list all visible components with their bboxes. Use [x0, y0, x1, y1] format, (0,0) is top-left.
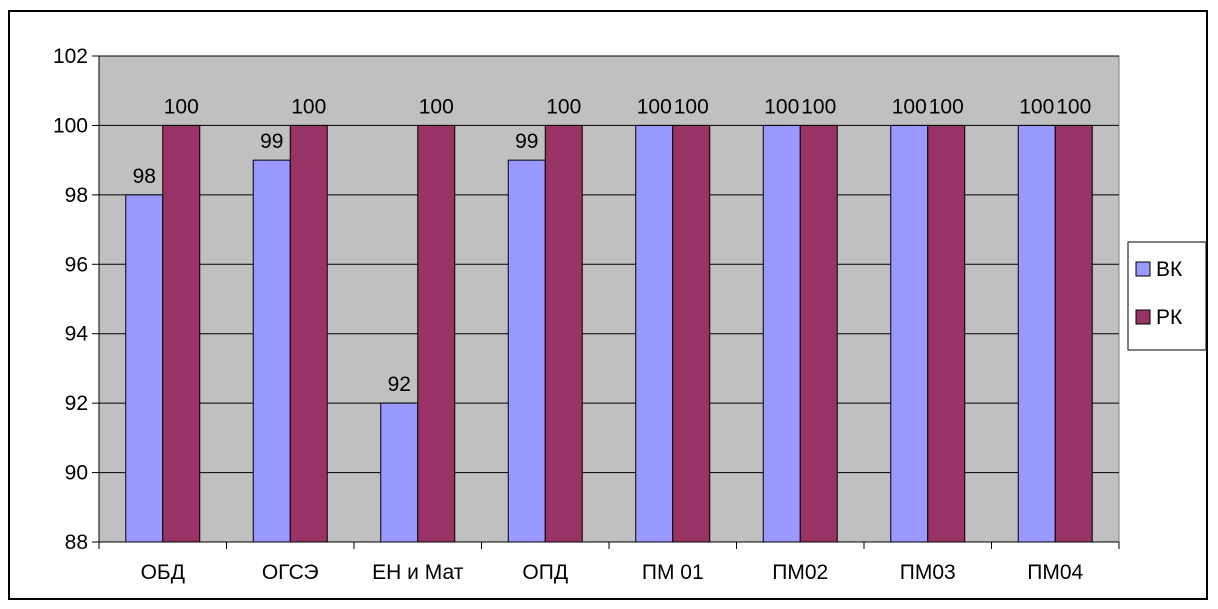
y-tick-label: 100 [53, 114, 88, 137]
data-label: 100 [929, 95, 964, 118]
data-label: 100 [291, 95, 326, 118]
plot-background [98, 55, 1120, 543]
plot-area: 88 90 92 94 96 98 100 102 98 100 ОБД 99 100 ОГСЭ 92 100… [53, 45, 1120, 584]
data-label: 92 [388, 373, 411, 396]
bar-РК-7 [1054, 124, 1093, 543]
y-tick-label: 92 [65, 392, 88, 415]
bar-ВК-5 [762, 124, 801, 543]
legend-label: ВК [1156, 258, 1183, 281]
y-tick-label: 88 [65, 531, 88, 554]
data-label: 100 [892, 95, 927, 118]
data-label: 98 [133, 165, 156, 188]
category-label: ОПД [522, 561, 568, 584]
data-label: 100 [1056, 95, 1091, 118]
bar-РК-2 [417, 124, 456, 543]
data-label: 100 [764, 95, 799, 118]
category-label: ПМ03 [900, 561, 956, 584]
bar-РК-3 [544, 124, 583, 543]
data-label: 100 [419, 95, 454, 118]
category-label: ЕН и Мат [372, 561, 464, 584]
category-label: ОГСЭ [262, 561, 319, 584]
data-label: 100 [164, 95, 199, 118]
y-tick-label: 96 [65, 253, 88, 276]
y-tick-label: 98 [65, 184, 88, 207]
y-tick-label: 90 [65, 462, 88, 485]
bar-ВК-1 [252, 159, 291, 543]
data-label: 99 [260, 130, 283, 153]
category-label: ПМ02 [772, 561, 828, 584]
data-label: 100 [546, 95, 581, 118]
legend-label: РК [1156, 306, 1183, 329]
legend-swatch-ВК [1135, 261, 1151, 277]
bar-ВК-0 [125, 194, 164, 543]
bar-ВК-7 [1017, 124, 1056, 543]
bar-РК-4 [672, 124, 711, 543]
y-tick-label: 94 [65, 323, 89, 346]
bar-РК-0 [162, 124, 201, 543]
data-label: 100 [637, 95, 672, 118]
bar-ВК-3 [507, 159, 546, 543]
bar-chart: 88 90 92 94 96 98 100 102 98 100 ОБД 99 100 ОГСЭ 92 100… [8, 10, 1208, 600]
bar-ВК-4 [635, 124, 674, 543]
bar-РК-5 [799, 124, 838, 543]
data-label: 99 [515, 130, 538, 153]
data-label: 100 [674, 95, 709, 118]
bar-ВК-2 [380, 402, 419, 543]
y-tick-label: 102 [53, 45, 88, 68]
data-label: 100 [1019, 95, 1054, 118]
legend: ВК РК [1127, 241, 1207, 351]
category-label: ПМ04 [1027, 561, 1083, 584]
chart-container: 88 90 92 94 96 98 100 102 98 100 ОБД 99 100 ОГСЭ 92 100… [8, 10, 1208, 600]
data-label: 100 [801, 95, 836, 118]
bar-РК-1 [289, 124, 328, 543]
category-label: ПМ 01 [642, 561, 704, 584]
bar-РК-6 [927, 124, 966, 543]
category-label: ОБД [141, 561, 185, 584]
bar-ВК-6 [890, 124, 929, 543]
legend-swatch-РК [1135, 309, 1151, 325]
legend-box [1127, 241, 1207, 351]
